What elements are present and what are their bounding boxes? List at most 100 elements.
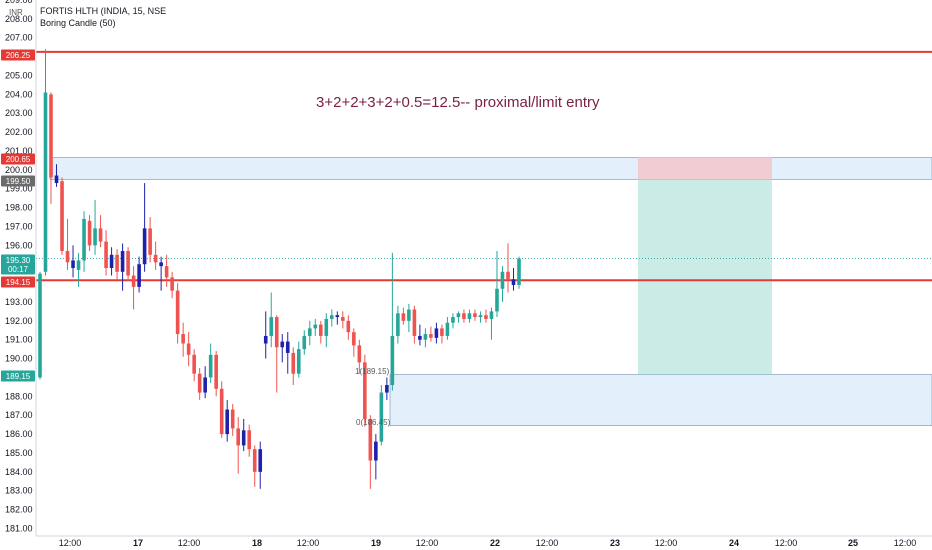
price-badge-label: 195.30: [6, 256, 31, 265]
position-tool[interactable]: [638, 157, 772, 375]
candle-body: [43, 92, 48, 272]
candle-body: [54, 175, 59, 184]
candle-body: [159, 262, 163, 267]
y-tick-label: 196.00: [5, 240, 33, 250]
candle: [407, 303, 411, 333]
candle: [120, 243, 125, 291]
candle-body: [269, 317, 274, 336]
candle: [159, 256, 163, 291]
y-tick-label: 187.00: [5, 410, 33, 420]
x-tick-label: 12:00: [536, 538, 559, 548]
time-axis[interactable]: 12:00 17 12:00 18 12:00 19 12:00 22 12:00 23 12:00…: [36, 535, 932, 548]
y-tick-label: 209.00: [5, 0, 33, 5]
candle-body: [170, 277, 174, 291]
candle: [49, 92, 53, 204]
candle: [170, 271, 174, 299]
y-tick-label: 198.00: [5, 203, 33, 213]
candle: [247, 424, 252, 457]
candle-body: [181, 334, 185, 344]
y-tick-label: 184.00: [5, 467, 33, 477]
candle: [363, 354, 367, 427]
candle-body: [324, 318, 329, 336]
candle-body: [241, 430, 246, 446]
candle-body: [214, 354, 218, 389]
candle: [280, 334, 285, 363]
candle: [335, 311, 340, 325]
candle: [38, 271, 42, 380]
candle: [412, 305, 417, 344]
candle: [307, 320, 312, 346]
x-tick-label: 12:00: [416, 538, 439, 548]
price-badge-bg: [1, 49, 35, 61]
price-badge-bg: [1, 153, 35, 165]
y-tick-label: 181.00: [5, 523, 33, 533]
candle: [401, 307, 406, 325]
candle-body: [131, 275, 136, 287]
price-badge: 00:17: [1, 263, 35, 275]
candle-body: [412, 309, 417, 336]
candle: [296, 341, 301, 378]
candle: [285, 332, 290, 374]
candle-body: [104, 241, 108, 268]
candle-body: [456, 313, 461, 318]
x-tick-label: 12:00: [297, 538, 320, 548]
candle: [87, 215, 92, 252]
candle: [440, 324, 444, 344]
candle: [445, 317, 450, 340]
candle-body: [192, 354, 196, 374]
legend-indicator[interactable]: Boring Candle (50): [40, 18, 116, 28]
y-tick-label: 183.00: [5, 486, 33, 496]
legend-symbol[interactable]: FORTIS HLTH (INDIA, 15, NSE: [40, 6, 166, 16]
candle: [330, 309, 334, 327]
candle-body: [484, 315, 488, 319]
candle: [192, 349, 196, 382]
candle-body: [313, 324, 318, 329]
candle: [131, 266, 136, 310]
candle: [148, 217, 152, 263]
x-tick-label: 24: [729, 538, 739, 548]
candle-body: [451, 317, 455, 323]
candle: [142, 183, 147, 272]
levels-layer: [36, 50, 932, 282]
candle-body: [263, 335, 268, 344]
price-badge-label: 194.15: [6, 278, 31, 287]
candle: [352, 328, 356, 357]
candle-body: [302, 335, 307, 350]
price-badge: 206.25: [1, 49, 35, 61]
candle: [390, 252, 395, 391]
candle-body: [407, 309, 411, 321]
candle: [379, 385, 384, 446]
candle-body: [236, 428, 241, 446]
candle: [104, 230, 108, 276]
candle: [341, 311, 345, 329]
price-badge-bg: [1, 263, 35, 275]
candle: [434, 322, 439, 344]
candle: [495, 251, 499, 318]
y-tick-label: 197.00: [5, 221, 33, 231]
y-tick-label: 188.00: [5, 391, 33, 401]
price-badge-bg: [1, 175, 35, 187]
candle-body: [495, 288, 499, 312]
target-area: [638, 179, 772, 375]
candle-body: [346, 320, 351, 333]
candle: [374, 434, 378, 480]
entry-annotation[interactable]: 3+2+2+3+2+0.5=12.5-- proximal/limit entr…: [316, 94, 600, 111]
candle: [456, 311, 461, 323]
candle: [109, 247, 114, 276]
x-tick-label: 12:00: [59, 538, 82, 548]
candle-body: [352, 332, 356, 346]
x-tick-label: 18: [252, 538, 262, 548]
candle-body: [357, 345, 362, 363]
currency-label: INR: [9, 8, 23, 17]
candle-body: [98, 228, 103, 242]
candle: [269, 292, 274, 348]
candle: [93, 200, 97, 255]
candle-body: [258, 449, 263, 472]
candle-body: [379, 392, 384, 442]
candle: [65, 218, 70, 270]
y-tick-label: 204.00: [5, 89, 33, 99]
candle-body: [385, 385, 389, 393]
candle-body: [462, 313, 466, 319]
candle-body: [445, 322, 450, 336]
